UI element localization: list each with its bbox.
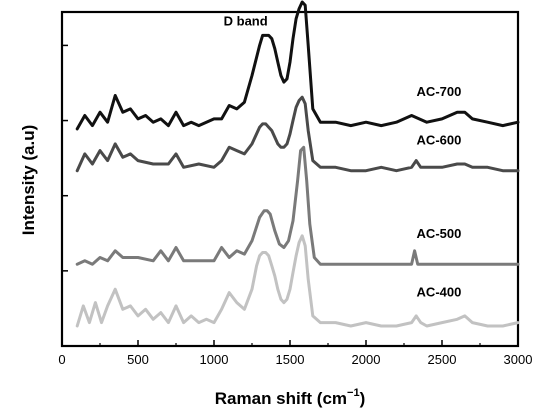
x-tick-label: 0: [58, 352, 65, 367]
series-line-ac-500: [75, 145, 520, 266]
series-line-ac-400: [75, 234, 520, 328]
x-axis-title-sup: −1: [347, 387, 360, 399]
x-tick-label: 1000: [200, 352, 229, 367]
series-line-ac-600: [75, 95, 520, 173]
x-axis-title: Raman shift (cm−1): [215, 387, 365, 408]
x-tick-label: 500: [127, 352, 149, 367]
x-axis-ticks: 0 500 1000 1500 2000 2500 3000: [58, 340, 532, 367]
series-group: [75, 0, 520, 328]
series-label: AC-400: [417, 285, 462, 300]
series-line-ac-700: [75, 0, 520, 131]
band-annotation: D band: [224, 13, 268, 28]
y-axis-title: Intensity (a.u): [19, 125, 38, 236]
x-axis-title-close: ): [360, 389, 366, 408]
series-label: AC-500: [417, 226, 462, 241]
band-annotations: D bandG band: [224, 13, 268, 28]
series-labels: AC-700 AC-600 AC-500 AC-400: [417, 84, 462, 299]
x-tick-label: 2500: [428, 352, 457, 367]
series-label: AC-600: [417, 133, 462, 148]
y-axis-ticks: [62, 44, 68, 272]
x-tick-label: 2000: [352, 352, 381, 367]
series-label: AC-700: [417, 84, 462, 99]
x-tick-label: 1500: [276, 352, 305, 367]
x-axis-title-main: Raman shift (cm: [215, 389, 347, 408]
x-tick-label: 3000: [504, 352, 533, 367]
